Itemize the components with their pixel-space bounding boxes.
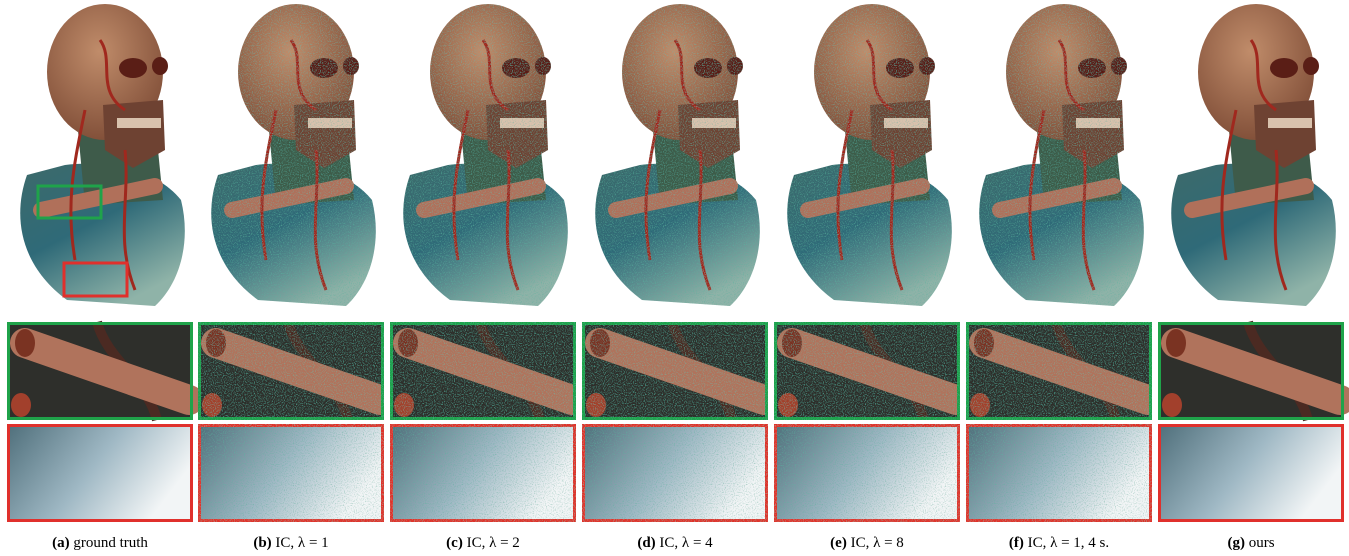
caption-label: (b) [253,535,271,551]
caption: (g) ours [1227,535,1274,551]
caption-label: (f) [1009,535,1024,551]
caption: (f) IC, λ = 1, 4 s. [1009,535,1109,551]
render [979,4,1144,306]
crop-green [1158,322,1344,420]
render [595,4,760,306]
caption-text: ground truth [73,535,148,551]
tube-end [206,329,226,357]
crop-red [7,424,193,522]
column: (g) ours [1158,4,1344,551]
caption-label: (g) [1227,535,1245,551]
caption-text: IC, λ = 2 [467,535,520,551]
crop-bg [198,424,384,522]
tube-end [398,329,418,357]
crop-bg [390,424,576,522]
crop-red [1158,424,1344,522]
crop-bg [774,424,960,522]
column: (f) IC, λ = 1, 4 s. [966,4,1152,551]
crop-green [774,322,960,420]
crop-green [390,322,576,420]
caption-label: (c) [446,535,463,551]
tube-end [782,329,802,357]
tube-slice [11,393,31,417]
caption-text: IC, λ = 1, 4 s. [1028,535,1110,551]
tube-slice [778,393,798,417]
tube-end [15,329,35,357]
crop-green [198,322,384,420]
crop-green [966,322,1152,420]
crop-red [582,424,768,522]
tube-end [974,329,994,357]
caption-label: (d) [637,535,655,551]
caption-text: ours [1249,535,1275,551]
tube-slice [394,393,414,417]
column: (d) IC, λ = 4 [582,4,768,551]
caption-text: IC, λ = 4 [659,535,713,551]
column: (c) IC, λ = 2 [390,4,576,551]
tube-end [1166,329,1186,357]
column: (e) IC, λ = 8 [774,4,960,551]
caption-label: (e) [830,535,847,551]
caption: (a) ground truth [52,535,148,551]
crop-bg [966,424,1152,522]
render [403,4,568,306]
caption-text: IC, λ = 1 [275,535,328,551]
caption: (d) IC, λ = 4 [637,535,713,551]
crop-red [390,424,576,522]
render [211,4,376,306]
column: (b) IC, λ = 1 [198,4,384,551]
render [20,4,185,306]
tube-slice [1162,393,1182,417]
caption: (c) IC, λ = 2 [446,535,520,551]
crop-green [7,322,193,420]
tube-slice [202,393,222,417]
caption: (e) IC, λ = 8 [830,535,904,551]
crop-green [582,322,768,420]
crop-red [774,424,960,522]
render [1171,4,1336,306]
render [787,4,952,306]
tube-slice [970,393,990,417]
crop-red [198,424,384,522]
caption-text: IC, λ = 8 [851,535,904,551]
figure: (a) ground truth (b) IC, λ = 1 (c) IC, λ =… [0,0,1349,556]
crop-red [966,424,1152,522]
crop-bg [582,424,768,522]
crop-bg [1158,424,1344,522]
caption: (b) IC, λ = 1 [253,535,328,551]
column: (a) ground truth [7,4,193,551]
caption-label: (a) [52,535,70,551]
page: (a) ground truth (b) IC, λ = 1 (c) IC, λ =… [0,0,1349,556]
crop-bg [7,424,193,522]
tube-end [590,329,610,357]
tube-slice [586,393,606,417]
